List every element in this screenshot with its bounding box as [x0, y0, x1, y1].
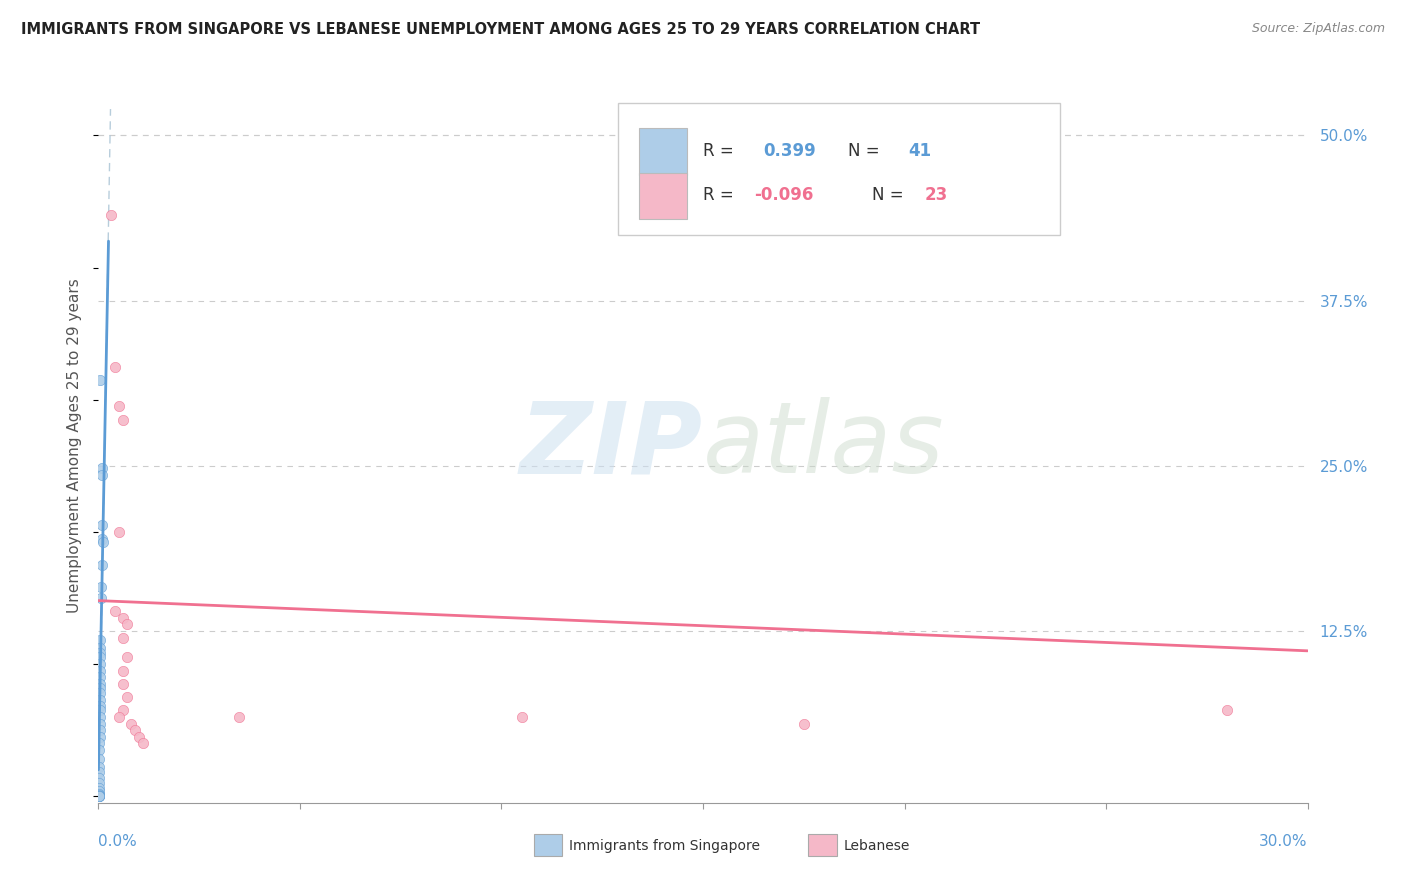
Point — [103, 604, 125, 618]
Text: R =: R = — [703, 186, 740, 203]
Point — [87, 787, 110, 801]
Point — [89, 716, 111, 731]
Point — [90, 581, 112, 595]
Point — [89, 730, 111, 744]
Point — [89, 765, 111, 780]
Point — [89, 670, 111, 684]
Text: 0.0%: 0.0% — [98, 834, 138, 849]
Point — [91, 535, 114, 549]
Point — [89, 657, 111, 671]
Point — [87, 784, 110, 798]
Point — [89, 789, 111, 803]
Point — [87, 789, 110, 803]
Text: Lebanese: Lebanese — [844, 838, 910, 853]
Point — [89, 664, 111, 678]
Point — [89, 736, 111, 750]
Point — [90, 591, 112, 605]
FancyBboxPatch shape — [638, 128, 688, 175]
Text: N =: N = — [872, 186, 910, 203]
Point — [89, 760, 111, 774]
Point — [89, 752, 111, 766]
Point — [89, 677, 111, 691]
Point — [111, 677, 134, 691]
Point — [111, 412, 134, 426]
Point — [89, 633, 111, 648]
Point — [89, 681, 111, 695]
Text: 23: 23 — [924, 186, 948, 203]
Point — [115, 650, 138, 665]
Point — [87, 789, 110, 803]
Point — [89, 776, 111, 790]
Point — [128, 730, 150, 744]
Text: Source: ZipAtlas.com: Source: ZipAtlas.com — [1251, 22, 1385, 36]
Point — [89, 650, 111, 665]
Text: 30.0%: 30.0% — [1260, 834, 1308, 849]
Point — [89, 703, 111, 717]
Point — [89, 699, 111, 714]
Point — [107, 710, 129, 724]
Text: ZIP: ZIP — [520, 398, 703, 494]
Point — [228, 710, 250, 724]
Point — [90, 558, 112, 572]
Point — [103, 359, 125, 374]
Text: Immigrants from Singapore: Immigrants from Singapore — [569, 838, 761, 853]
Point — [510, 710, 533, 724]
Point — [87, 789, 110, 803]
Point — [120, 716, 142, 731]
Point — [115, 617, 138, 632]
Point — [91, 518, 114, 533]
FancyBboxPatch shape — [638, 173, 688, 219]
FancyBboxPatch shape — [619, 103, 1060, 235]
Point — [107, 524, 129, 539]
Point — [100, 208, 122, 222]
Point — [89, 373, 111, 387]
Point — [132, 736, 155, 750]
Point — [89, 686, 111, 700]
Point — [124, 723, 146, 738]
Point — [89, 781, 111, 796]
Text: N =: N = — [848, 143, 884, 161]
Point — [90, 468, 112, 483]
Point — [91, 532, 114, 546]
Point — [87, 788, 110, 802]
Point — [89, 641, 111, 656]
Text: atlas: atlas — [703, 398, 945, 494]
Point — [111, 664, 134, 678]
Point — [89, 710, 111, 724]
Point — [89, 743, 111, 757]
Point — [793, 716, 815, 731]
Y-axis label: Unemployment Among Ages 25 to 29 years: Unemployment Among Ages 25 to 29 years — [67, 278, 83, 614]
Point — [115, 690, 138, 704]
Point — [111, 703, 134, 717]
Point — [107, 400, 129, 414]
Point — [1216, 703, 1239, 717]
Point — [111, 611, 134, 625]
Point — [90, 461, 112, 475]
Point — [89, 647, 111, 661]
Point — [89, 692, 111, 706]
Text: -0.096: -0.096 — [754, 186, 813, 203]
Text: 0.399: 0.399 — [763, 143, 817, 161]
Point — [89, 723, 111, 738]
Text: 41: 41 — [908, 143, 932, 161]
Text: R =: R = — [703, 143, 744, 161]
Text: IMMIGRANTS FROM SINGAPORE VS LEBANESE UNEMPLOYMENT AMONG AGES 25 TO 29 YEARS COR: IMMIGRANTS FROM SINGAPORE VS LEBANESE UN… — [21, 22, 980, 37]
Point — [89, 771, 111, 785]
Point — [111, 631, 134, 645]
